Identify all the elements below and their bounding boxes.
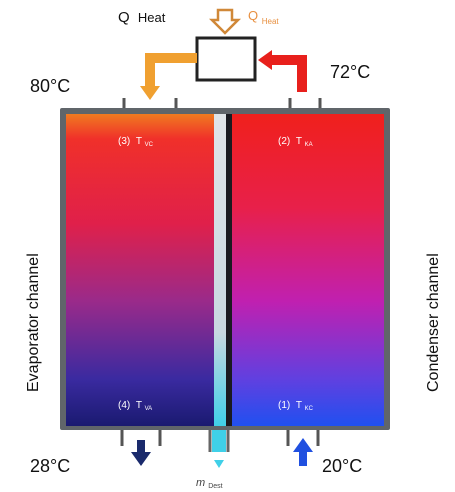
p4-sub: VA bbox=[145, 406, 153, 412]
condenser-inlet-arrow bbox=[293, 438, 313, 466]
membrane bbox=[214, 114, 226, 426]
evaporator-inlet-pipe bbox=[140, 53, 197, 100]
temp-bottom-left: 28°C bbox=[30, 456, 70, 476]
condenser-outlet-pipe bbox=[258, 50, 307, 92]
p1-sub: KC bbox=[305, 406, 314, 412]
svg-text:(4) T VA: (4) T VA bbox=[118, 400, 152, 412]
p1-num: (1) bbox=[278, 400, 290, 411]
distillate-nozzle bbox=[208, 430, 230, 452]
temp-top-left: 80°C bbox=[30, 76, 70, 96]
p2-sub: KA bbox=[305, 142, 313, 148]
distillate-outlet bbox=[212, 430, 226, 452]
p3-t: T bbox=[136, 136, 142, 147]
p2-num: (2) bbox=[278, 136, 290, 147]
temp-bottom-right: 20°C bbox=[322, 456, 362, 476]
svg-text:(3) T VC: (3) T VC bbox=[118, 136, 154, 148]
evaporator-channel-label: Evaporator channel bbox=[25, 253, 42, 392]
evaporator-outlet-arrow bbox=[131, 440, 151, 466]
condensing-wall bbox=[226, 114, 232, 426]
p3-num: (3) bbox=[118, 136, 130, 147]
heat-input-arrow bbox=[208, 8, 242, 35]
evaporator-channel bbox=[66, 114, 214, 426]
heat-label: Heat bbox=[138, 10, 166, 25]
distillate-sub: Dest bbox=[208, 483, 222, 490]
svg-text:(1) T KC: (1) T KC bbox=[278, 400, 314, 412]
q-heat-sub: Heat bbox=[262, 17, 280, 26]
temp-top-right: 72°C bbox=[330, 62, 370, 82]
svg-text:Q Heat: Q Heat bbox=[248, 8, 279, 26]
distillate-arrow bbox=[214, 460, 224, 468]
p2-t: T bbox=[296, 136, 302, 147]
p4-t: T bbox=[136, 400, 142, 411]
heat-exchanger-box bbox=[195, 36, 257, 82]
svg-text:(2) T KA: (2) T KA bbox=[278, 136, 313, 148]
condenser-channel-label: Condenser channel bbox=[425, 253, 442, 392]
bottom-right-nozzle bbox=[286, 430, 320, 446]
condenser-channel bbox=[232, 114, 384, 426]
distillate-m: m bbox=[196, 477, 205, 489]
p1-t: T bbox=[296, 400, 302, 411]
p3-sub: VC bbox=[145, 142, 154, 148]
q-label: Q bbox=[118, 9, 130, 26]
q-heat-main: Q bbox=[248, 8, 258, 23]
p4-num: (4) bbox=[118, 400, 130, 411]
bottom-left-nozzle bbox=[120, 430, 162, 446]
svg-text:Q Heat: Q Heat bbox=[118, 9, 166, 26]
svg-text:m Dest: m Dest bbox=[196, 477, 223, 490]
